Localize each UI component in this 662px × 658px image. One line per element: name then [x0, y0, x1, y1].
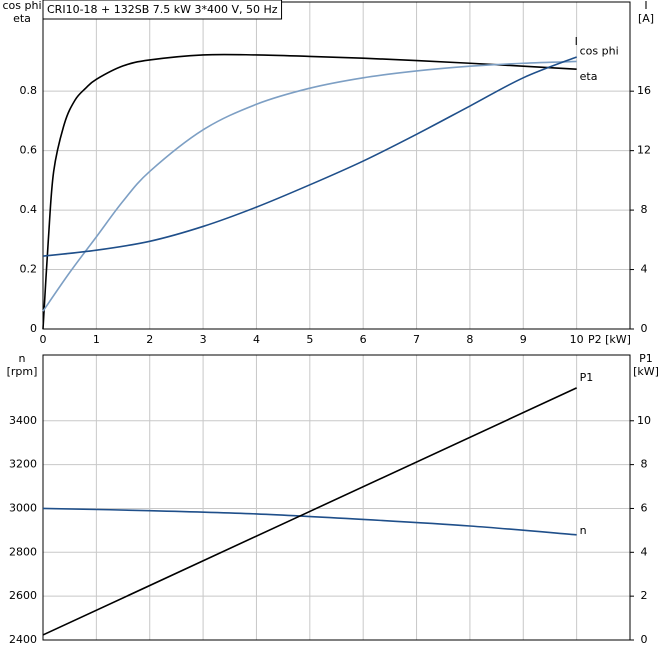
y2-tick-label: 8 [641, 458, 648, 471]
y-axis-label: cos phi [2, 0, 41, 12]
y2-tick-label: 10 [637, 414, 651, 427]
y-tick-label: 0.2 [20, 263, 38, 276]
series-label: n [580, 524, 587, 537]
y2-tick-label: 4 [641, 545, 648, 558]
series-line [42, 56, 577, 257]
y-tick-label: 2600 [9, 589, 37, 602]
x-tick-label: 0 [40, 333, 47, 346]
series-label: cos phi [580, 44, 619, 57]
x-tick-label: 8 [466, 333, 473, 346]
x-tick-label: 1 [93, 333, 100, 346]
x-tick-label: 4 [253, 333, 260, 346]
x-tick-label: 2 [146, 333, 153, 346]
y2-axis-label: [kW] [633, 365, 659, 378]
y2-axis-label: I [644, 0, 647, 12]
series-line [42, 387, 577, 636]
y2-tick-label: 16 [637, 84, 651, 97]
series-label: I [575, 35, 578, 48]
y2-axis-label: P1 [639, 352, 653, 365]
series-line [42, 53, 577, 330]
title-box [42, 0, 283, 20]
y-tick-label: 0.6 [20, 144, 38, 157]
series-label: eta [580, 70, 598, 83]
series-label: P1 [580, 371, 594, 384]
y-tick-label: 2800 [9, 545, 37, 558]
y-tick-label: 0.8 [20, 84, 38, 97]
x-tick-label: 9 [520, 333, 527, 346]
x-axis-label: P2 [kW] [588, 333, 631, 346]
series-line [42, 60, 577, 312]
x-tick-label: 7 [413, 333, 420, 346]
y-tick-label: 3200 [9, 458, 37, 471]
x-tick-label: 6 [360, 333, 367, 346]
y-tick-label: 0.4 [20, 203, 38, 216]
y2-tick-label: 0 [641, 633, 648, 646]
chart-title: CRI10-18 + 132SB 7.5 kW 3*400 V, 50 Hz [47, 3, 278, 16]
y2-tick-label: 6 [641, 501, 648, 514]
x-tick-label: 5 [306, 333, 313, 346]
x-tick-label: 3 [200, 333, 207, 346]
plot-frame [42, 1, 631, 330]
series-line [42, 507, 577, 536]
x-tick-label: 10 [570, 333, 584, 346]
y-tick-label: 3400 [9, 414, 37, 427]
y-axis-label: [rpm] [7, 365, 38, 378]
y2-tick-label: 4 [641, 263, 648, 276]
y-axis-label: n [19, 352, 26, 365]
y2-tick-label: 8 [641, 203, 648, 216]
y2-tick-label: 2 [641, 589, 648, 602]
y-axis-label: eta [13, 12, 31, 25]
plot-frame [42, 354, 631, 641]
y2-axis-label: [A] [638, 12, 654, 25]
y-tick-label: 2400 [9, 633, 37, 646]
y-tick-label: 3000 [9, 501, 37, 514]
y2-tick-label: 0 [641, 322, 648, 335]
y2-tick-label: 12 [637, 144, 651, 157]
y-tick-label: 0 [30, 322, 37, 335]
